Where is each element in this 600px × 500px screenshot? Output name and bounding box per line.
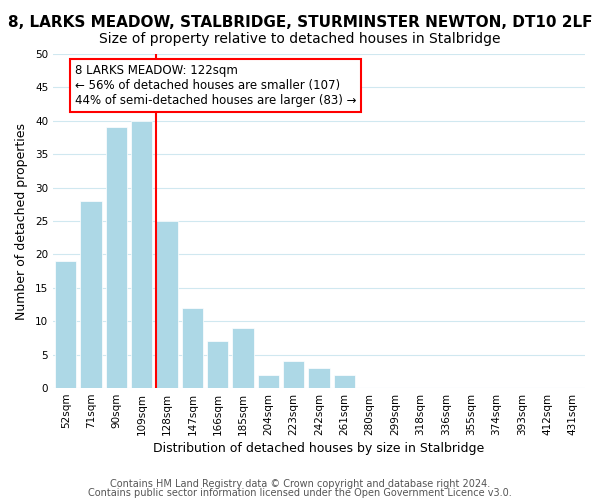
Bar xyxy=(80,201,102,388)
X-axis label: Distribution of detached houses by size in Stalbridge: Distribution of detached houses by size … xyxy=(154,442,485,455)
Text: 8, LARKS MEADOW, STALBRIDGE, STURMINSTER NEWTON, DT10 2LF: 8, LARKS MEADOW, STALBRIDGE, STURMINSTER… xyxy=(8,15,592,30)
Text: Contains HM Land Registry data © Crown copyright and database right 2024.: Contains HM Land Registry data © Crown c… xyxy=(110,479,490,489)
Bar xyxy=(131,121,152,388)
Y-axis label: Number of detached properties: Number of detached properties xyxy=(15,122,28,320)
Bar xyxy=(232,328,254,388)
Bar xyxy=(334,374,355,388)
Bar xyxy=(106,128,127,388)
Bar xyxy=(156,221,178,388)
Bar xyxy=(182,308,203,388)
Bar xyxy=(257,374,279,388)
Bar xyxy=(207,342,229,388)
Text: Contains public sector information licensed under the Open Government Licence v3: Contains public sector information licen… xyxy=(88,488,512,498)
Text: Size of property relative to detached houses in Stalbridge: Size of property relative to detached ho… xyxy=(99,32,501,46)
Bar xyxy=(55,261,76,388)
Bar xyxy=(283,362,304,388)
Text: 8 LARKS MEADOW: 122sqm
← 56% of detached houses are smaller (107)
44% of semi-de: 8 LARKS MEADOW: 122sqm ← 56% of detached… xyxy=(74,64,356,107)
Bar xyxy=(308,368,330,388)
